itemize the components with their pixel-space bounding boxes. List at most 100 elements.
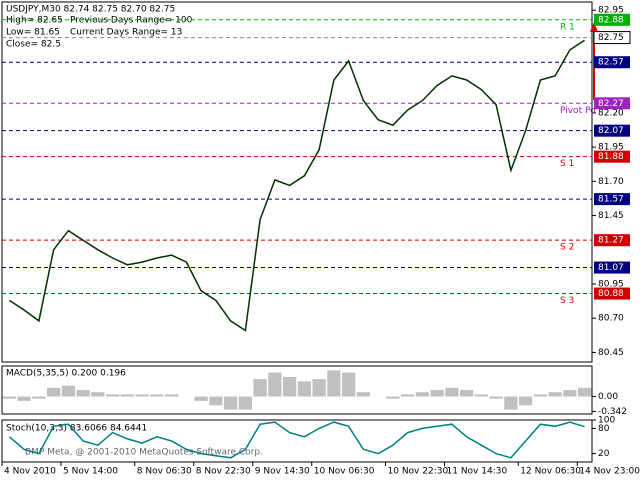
level-label: 81.27 (598, 236, 624, 246)
y-tick-label: -0.342 (598, 407, 627, 417)
level-label: 81.88 (598, 152, 624, 162)
level-box (594, 13, 630, 26)
bar (577, 387, 592, 397)
bar (32, 396, 46, 399)
bar (415, 392, 430, 397)
x-tick-label: 14 Nov 23:00 (579, 467, 640, 477)
level-box (594, 97, 630, 110)
main-panel (1, 1, 593, 363)
level-box (593, 31, 631, 45)
bar (341, 372, 356, 397)
bar (253, 379, 267, 397)
info-text: Low= 81.65 (6, 28, 60, 38)
info-text: Close= 82.5 (6, 40, 61, 50)
level-name: S 1 (560, 159, 574, 169)
info-text: Current Days Range= 13 (70, 28, 182, 38)
bar (518, 396, 533, 406)
watermark: BMP Meta, @ 2001-2010 MetaQuotes Softwar… (25, 448, 263, 458)
level-box (594, 56, 630, 69)
x-tick-label: 5 Nov 14:00 (63, 467, 118, 477)
x-tick-label: 11 Nov 14:30 (447, 467, 508, 477)
level-label: 82.27 (598, 99, 624, 109)
y-tick-label: 82.20 (598, 108, 624, 118)
bar (61, 385, 76, 397)
y-tick-label: 20 (598, 449, 610, 459)
macd-title: MACD(5,35,5) 0.200 0.196 (6, 369, 126, 379)
level-box (594, 193, 630, 206)
bar (445, 387, 459, 397)
y-tick-label: 0.00 (598, 392, 618, 402)
level-name: S 3 (560, 296, 574, 306)
bar (474, 394, 489, 397)
stoch-panel (1, 419, 593, 463)
arrow-head (590, 22, 598, 32)
bar (312, 379, 326, 397)
chart-title: USDJPY,M30 82.74 82.75 82.70 82.75 (6, 5, 175, 15)
level-box (594, 234, 630, 247)
level-label: 82.57 (598, 58, 624, 68)
level-box (594, 124, 630, 137)
y-tick-label: 80.45 (598, 348, 624, 358)
level-box (594, 150, 630, 163)
x-tick-label: 8 Nov 22:30 (196, 467, 251, 477)
bar (2, 396, 17, 399)
bar (209, 396, 223, 406)
bar (489, 396, 503, 399)
bar (46, 387, 61, 397)
level-label: 81.07 (598, 263, 624, 273)
x-tick-label: 10 Nov 06:30 (314, 467, 375, 477)
level-label: 81.57 (598, 195, 624, 205)
bar (400, 394, 415, 397)
bar (533, 394, 548, 397)
bar (268, 372, 282, 397)
level-name: R 1 (560, 22, 575, 32)
macd-panel (1, 365, 593, 415)
level-box (594, 287, 630, 300)
info-text: High= 82.65 (6, 16, 63, 26)
series-line (8, 421, 585, 459)
bar (282, 376, 297, 397)
level-label: 82.07 (598, 126, 624, 136)
bar (105, 394, 120, 397)
bar (459, 390, 474, 397)
y-tick-label: 80.70 (598, 314, 624, 324)
y-tick-label: 80.95 (598, 279, 624, 289)
bar (548, 392, 562, 397)
y-tick-label: 100 (598, 416, 615, 426)
bar (91, 392, 105, 397)
bar (164, 394, 179, 397)
bar (76, 390, 90, 397)
bar (430, 390, 444, 397)
bar (223, 396, 238, 410)
level-label: 80.88 (598, 289, 624, 299)
bar (327, 370, 341, 397)
bar (504, 396, 518, 410)
level-label: 82.88 (598, 15, 624, 25)
y-tick-label: 81.70 (598, 177, 624, 187)
series-line (8, 39, 586, 332)
y-tick-label: 82.95 (598, 6, 624, 16)
stoch-title: Stoch(10,3,3) 83.6066 84.6441 (6, 424, 147, 434)
x-tick-label: 10 Nov 22:30 (388, 467, 449, 477)
bar (194, 396, 208, 401)
bar (150, 394, 164, 397)
x-tick-label: 4 Nov 2010 (4, 467, 56, 477)
level-name: S 2 (560, 243, 574, 253)
bar (238, 396, 253, 410)
bar (386, 396, 400, 399)
bar (297, 381, 312, 397)
x-tick-label: 8 Nov 06:30 (137, 467, 192, 477)
y-tick-label: 81.95 (598, 143, 624, 153)
bar (563, 390, 577, 397)
bar (120, 394, 135, 397)
info-text: Previous Days Range= 100 (70, 16, 193, 26)
x-tick-label: 12 Nov 06:30 (520, 467, 581, 477)
bar (356, 392, 371, 397)
level-label: 82.75 (598, 33, 624, 43)
level-name: Pivot Po (560, 106, 596, 116)
y-tick-label: 80 (598, 424, 610, 434)
level-box (594, 261, 630, 274)
y-tick-label: 81.45 (598, 211, 624, 221)
bar (17, 396, 31, 401)
